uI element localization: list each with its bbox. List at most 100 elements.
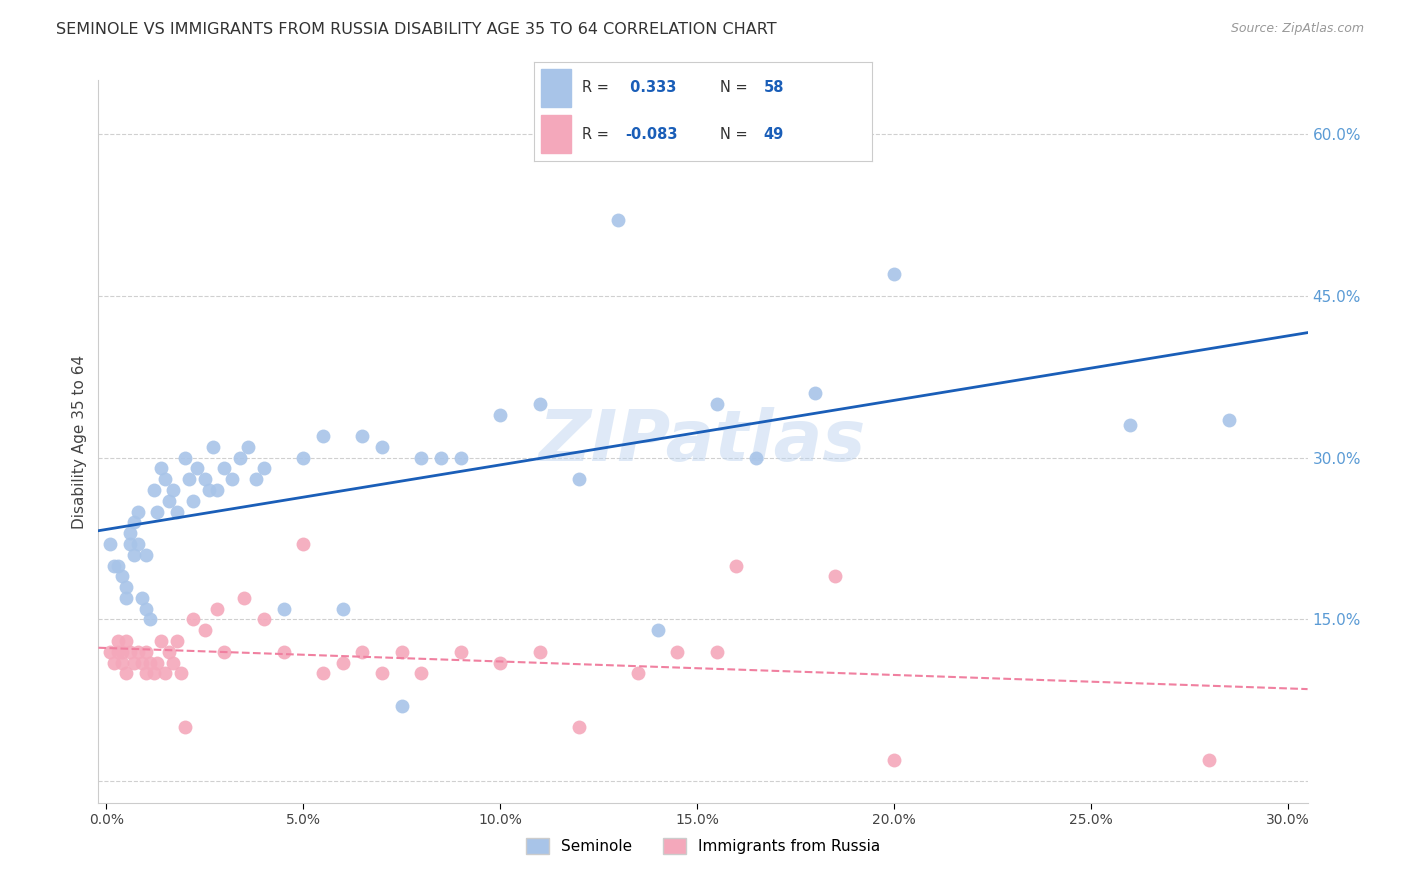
Point <box>115 666 138 681</box>
Point <box>1218 413 1240 427</box>
Point <box>146 505 169 519</box>
Point <box>214 645 236 659</box>
Point <box>98 537 121 551</box>
Point <box>745 450 768 465</box>
Point <box>221 472 243 486</box>
Y-axis label: Disability Age 35 to 64: Disability Age 35 to 64 <box>72 354 87 529</box>
Text: 58: 58 <box>763 80 785 95</box>
Point <box>115 634 138 648</box>
Point <box>131 656 153 670</box>
Point <box>115 591 138 605</box>
Point <box>214 461 236 475</box>
Point <box>411 666 433 681</box>
Point <box>138 612 160 626</box>
Point <box>155 666 177 681</box>
Point <box>253 461 276 475</box>
Point <box>312 666 335 681</box>
Text: N =: N = <box>720 127 748 142</box>
Point <box>111 656 134 670</box>
Point <box>568 720 591 734</box>
Point <box>292 537 315 551</box>
Point <box>273 645 295 659</box>
Point <box>155 472 177 486</box>
Point <box>194 472 217 486</box>
Point <box>103 656 125 670</box>
Text: R =: R = <box>582 80 609 95</box>
Point <box>127 537 149 551</box>
Point <box>162 483 184 497</box>
Point <box>205 483 228 497</box>
Point <box>107 558 129 573</box>
Point <box>292 450 315 465</box>
Text: 49: 49 <box>763 127 785 142</box>
Point <box>138 656 160 670</box>
Text: ZIPatlas: ZIPatlas <box>540 407 866 476</box>
Point <box>111 569 134 583</box>
Point <box>157 645 180 659</box>
Text: Source: ZipAtlas.com: Source: ZipAtlas.com <box>1230 22 1364 36</box>
Point <box>627 666 650 681</box>
Point <box>98 645 121 659</box>
Point <box>177 472 200 486</box>
Point <box>150 634 173 648</box>
Point <box>273 601 295 615</box>
Text: R =: R = <box>582 127 609 142</box>
Point <box>883 753 905 767</box>
Point <box>229 450 252 465</box>
Point <box>253 612 276 626</box>
Point <box>607 213 630 227</box>
Point <box>122 548 145 562</box>
Point <box>236 440 259 454</box>
Point <box>103 558 125 573</box>
Point <box>186 461 208 475</box>
Point <box>142 483 165 497</box>
Point <box>332 656 354 670</box>
Point <box>205 601 228 615</box>
Point <box>332 601 354 615</box>
Point <box>135 666 157 681</box>
Point <box>194 624 217 638</box>
Point <box>529 397 551 411</box>
Legend: Seminole, Immigrants from Russia: Seminole, Immigrants from Russia <box>520 832 886 860</box>
Point <box>312 429 335 443</box>
Point <box>181 493 204 508</box>
Text: -0.083: -0.083 <box>626 127 678 142</box>
Point <box>371 666 394 681</box>
Point <box>1198 753 1220 767</box>
Point <box>122 656 145 670</box>
Point <box>118 645 141 659</box>
Point <box>450 450 472 465</box>
Point <box>107 634 129 648</box>
FancyBboxPatch shape <box>541 70 571 107</box>
Point <box>135 601 157 615</box>
Point <box>111 645 134 659</box>
Point <box>804 386 827 401</box>
Point <box>201 440 224 454</box>
Point <box>706 397 728 411</box>
Point <box>371 440 394 454</box>
Point <box>391 645 413 659</box>
Point <box>107 645 129 659</box>
Point <box>352 429 374 443</box>
Point <box>150 461 173 475</box>
Point <box>122 516 145 530</box>
Point <box>666 645 689 659</box>
Point <box>174 450 197 465</box>
Point <box>135 645 157 659</box>
Point <box>118 537 141 551</box>
Point <box>118 526 141 541</box>
Point <box>883 268 905 282</box>
Text: SEMINOLE VS IMMIGRANTS FROM RUSSIA DISABILITY AGE 35 TO 64 CORRELATION CHART: SEMINOLE VS IMMIGRANTS FROM RUSSIA DISAB… <box>56 22 778 37</box>
Point <box>115 580 138 594</box>
Point <box>181 612 204 626</box>
Point <box>647 624 669 638</box>
Point <box>166 505 188 519</box>
Point <box>391 698 413 713</box>
Point <box>489 408 512 422</box>
Point <box>157 493 180 508</box>
Point <box>146 656 169 670</box>
Point <box>725 558 748 573</box>
Point <box>142 666 165 681</box>
Point <box>127 645 149 659</box>
Point <box>352 645 374 659</box>
